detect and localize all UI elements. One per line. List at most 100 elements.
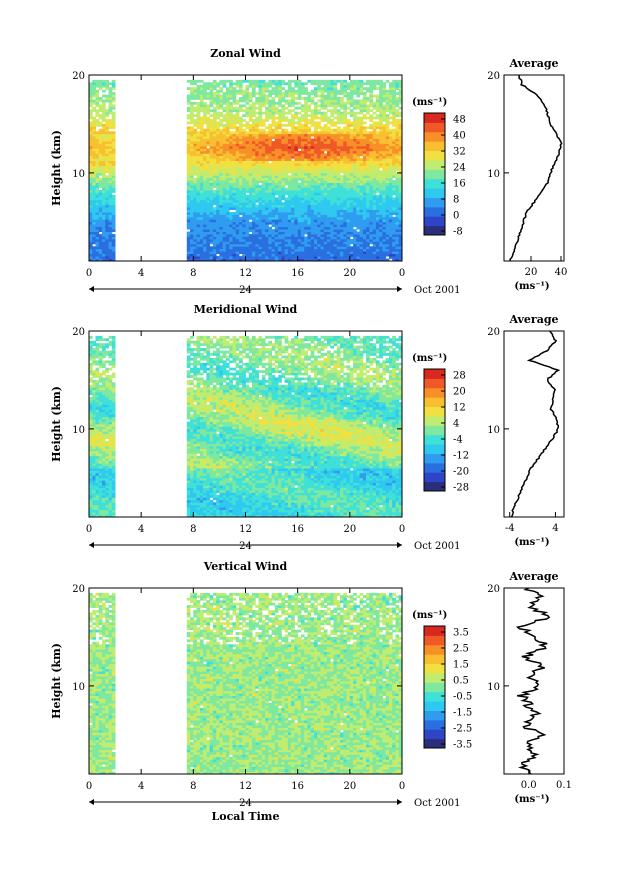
heatmap-cell [392, 172, 396, 176]
heatmap-cell [307, 253, 312, 257]
heatmap-cell [203, 234, 207, 237]
heatmap-cell [395, 246, 400, 250]
heatmap-cell [314, 153, 318, 157]
heatmap-cell [389, 163, 393, 166]
heatmap-cell [255, 119, 259, 122]
heatmap-cell [395, 150, 400, 154]
heatmap-cell [261, 131, 266, 135]
heatmap-cell [284, 175, 289, 179]
heatmap-cell [281, 221, 286, 225]
heatmap-cell [252, 246, 256, 250]
heatmap-cell [108, 146, 113, 149]
heatmap-cell [258, 229, 263, 232]
heatmap-cell [356, 148, 361, 152]
heatmap-cell [92, 109, 96, 113]
heatmap-cell [265, 209, 269, 213]
heatmap-cell [229, 158, 233, 161]
heatmap-cell [353, 190, 357, 193]
heatmap-cell [199, 231, 204, 235]
heatmap-cell [225, 116, 230, 120]
heatmap-cell [353, 160, 357, 164]
heatmap-cell [307, 248, 312, 252]
heatmap-cell [261, 168, 266, 171]
heatmap-cell [92, 121, 96, 125]
heatmap-cell [92, 234, 96, 237]
heatmap-cell [278, 119, 282, 122]
heatmap-cell [346, 187, 351, 191]
heatmap-cell [98, 97, 103, 100]
heatmap-cell [252, 241, 256, 245]
heatmap-cell [395, 209, 400, 213]
heatmap-cell [248, 197, 253, 201]
heatmap-cell [346, 123, 351, 127]
heatmap-cell [278, 101, 282, 105]
heatmap-cell [199, 99, 204, 103]
heatmap-cell [212, 82, 217, 86]
heatmap-cell [385, 202, 390, 206]
heatmap-cell [271, 246, 276, 250]
heatmap-cell [356, 94, 361, 98]
heatmap-cell [359, 204, 364, 208]
heatmap-cell [304, 133, 308, 137]
heatmap-cell [95, 219, 100, 223]
heatmap-cell [203, 236, 207, 240]
heatmap-cell [95, 177, 100, 181]
heatmap-cell [294, 148, 299, 152]
heatmap-cell [108, 104, 113, 108]
heatmap-cell [385, 99, 390, 103]
heatmap-cell [291, 190, 295, 193]
heatmap-cell [203, 209, 207, 213]
heatmap-cell [362, 175, 367, 179]
heatmap-cell [343, 190, 347, 193]
heatmap-cell [229, 133, 233, 137]
heatmap-cell [235, 239, 240, 242]
heatmap-cell [222, 258, 227, 262]
heatmap-cell [294, 158, 299, 161]
heatmap-cell [229, 180, 233, 183]
heatmap-cell [359, 202, 364, 206]
heatmap-cell [372, 138, 377, 142]
heatmap-cell [186, 175, 191, 179]
heatmap-cell [304, 207, 308, 210]
heatmap-cell [225, 177, 230, 181]
heatmap-cell [294, 229, 299, 232]
heatmap-cell [300, 158, 305, 161]
heatmap-cell [320, 182, 325, 186]
heatmap-cell [225, 248, 230, 252]
heatmap-cell [297, 194, 302, 198]
heatmap-cell [310, 221, 315, 225]
heatmap-cell [353, 253, 357, 257]
heatmap-cell [300, 97, 305, 100]
heatmap-cell [359, 109, 364, 113]
heatmap-cell [92, 131, 96, 135]
heatmap-cell [186, 163, 191, 166]
heatmap-cell [291, 133, 295, 137]
heatmap-cell [323, 119, 328, 122]
heatmap-cell [379, 172, 383, 176]
heatmap-cell [310, 214, 315, 218]
heatmap-cell [232, 241, 237, 245]
heatmap-cell [206, 150, 211, 154]
heatmap-cell [291, 89, 295, 93]
heatmap-cell [304, 185, 308, 188]
heatmap-cell [239, 251, 243, 254]
heatmap-cell [366, 89, 370, 93]
heatmap-cell [389, 209, 393, 213]
heatmap-cell [323, 175, 328, 179]
heatmap-cell [362, 221, 367, 225]
heatmap-cell [225, 216, 230, 220]
heatmap-cell [265, 146, 269, 149]
heatmap-cell [111, 131, 116, 135]
heatmap-cell [229, 87, 233, 90]
heatmap-cell [366, 251, 370, 254]
heatmap-cell [343, 192, 347, 196]
heatmap-cell [108, 133, 113, 137]
heatmap-cell [245, 165, 250, 169]
heatmap-cell [186, 143, 191, 147]
heatmap-cell [105, 141, 109, 144]
heatmap-cell [372, 231, 377, 235]
heatmap-cell [340, 202, 344, 206]
heatmap-cell [209, 89, 214, 93]
heatmap-cell [235, 155, 240, 159]
heatmap-cell [375, 133, 380, 137]
